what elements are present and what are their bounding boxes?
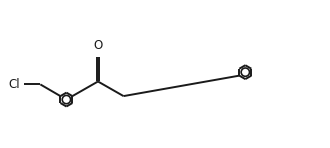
Text: O: O xyxy=(93,39,103,52)
Text: Cl: Cl xyxy=(9,78,20,91)
